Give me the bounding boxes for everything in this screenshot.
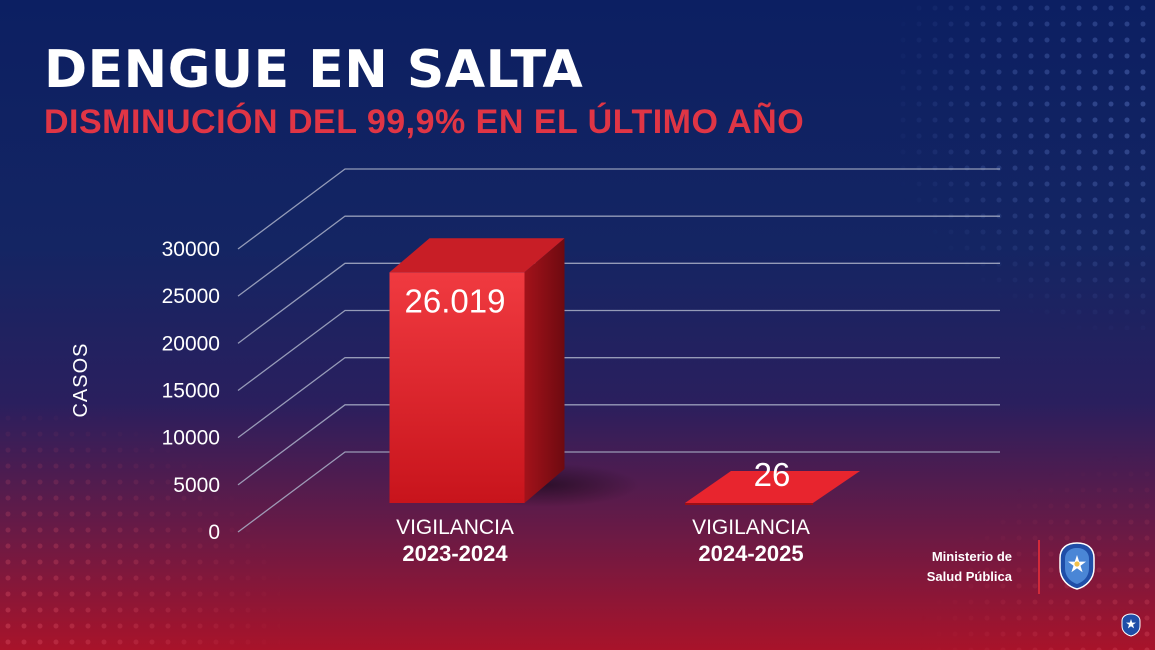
gridline bbox=[237, 451, 1000, 533]
x-category-label-line-1: VIGILANCIA bbox=[396, 516, 514, 539]
corner-seal-icon bbox=[1121, 613, 1141, 637]
ministry-name-line-1: Ministerio de bbox=[931, 549, 1012, 564]
x-category-label-line-2: 2023-2024 bbox=[402, 541, 508, 566]
y-tick-label: 0 bbox=[208, 521, 220, 544]
ministry-branding: Ministerio de Salud Pública bbox=[880, 540, 1095, 594]
bar-front-face bbox=[389, 272, 525, 503]
gridline bbox=[237, 357, 1000, 439]
gridline bbox=[237, 404, 1000, 486]
page-subtitle: DISMINUCIÓN DEL 99,9% EN EL ÚLTIMO AÑO bbox=[44, 103, 805, 141]
y-tick-label: 15000 bbox=[162, 380, 220, 403]
y-tick-label: 20000 bbox=[162, 332, 220, 355]
bar-data-label: 26 bbox=[754, 456, 791, 493]
gridline bbox=[237, 168, 1000, 250]
bar-top-face bbox=[389, 238, 565, 273]
ministry-name-line-2: Salud Pública bbox=[926, 568, 1012, 584]
bars: 26.019 26 bbox=[389, 238, 860, 507]
bar-data-label: 26.019 bbox=[405, 282, 506, 319]
y-axis-title: CASOS bbox=[70, 342, 92, 417]
y-tick-label: 10000 bbox=[162, 427, 220, 450]
page-title: DENGUE EN SALTA bbox=[44, 40, 584, 100]
x-category-label-line-2: 2024-2025 bbox=[698, 541, 803, 566]
y-tick-label: 30000 bbox=[162, 238, 220, 261]
y-tick-label: 25000 bbox=[162, 285, 220, 308]
brand-divider bbox=[1038, 540, 1040, 594]
gridline bbox=[237, 309, 1000, 392]
x-category-label-line-1: VIGILANCIA bbox=[692, 516, 810, 539]
bar-side-face bbox=[524, 238, 565, 503]
bar-top-face bbox=[685, 471, 860, 503]
y-axis-ticks: 0 5000 10000 15000 20000 25000 30000 bbox=[162, 238, 220, 544]
bar: 26 bbox=[685, 456, 860, 505]
y-tick-label: 5000 bbox=[173, 474, 220, 497]
gridline bbox=[237, 262, 1000, 344]
ministry-name: Ministerio de Salud Pública bbox=[880, 547, 1012, 586]
bar-front-face bbox=[685, 503, 813, 505]
bar: 26.019 bbox=[389, 238, 640, 507]
gridlines bbox=[237, 168, 1000, 533]
salta-province-seal-icon bbox=[1059, 542, 1095, 590]
gridline bbox=[237, 215, 1000, 297]
